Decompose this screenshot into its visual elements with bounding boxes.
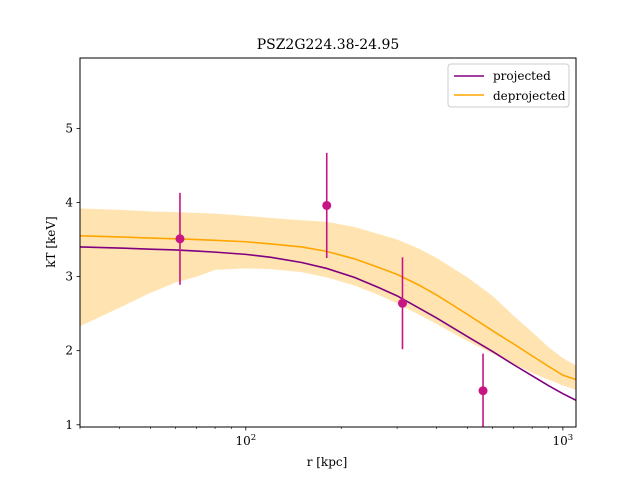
- points-layer: [175, 152, 488, 427]
- chart-title: PSZ2G224.38-24.95: [257, 37, 400, 53]
- deprojected-uncertainty-band: [80, 208, 576, 390]
- y-tick-label: 1: [65, 418, 73, 432]
- y-tick-label: 5: [65, 121, 73, 135]
- legend-entry-deprojected: deprojected: [493, 89, 566, 103]
- data-point: [397, 298, 407, 308]
- y-tick-label: 4: [65, 195, 73, 209]
- x-axis-label: r [kpc]: [307, 455, 348, 469]
- data-point: [322, 200, 332, 210]
- y-axis-label: kT [keV]: [44, 216, 58, 268]
- x-tick-label: 103: [553, 433, 574, 448]
- y-tick-label: 2: [65, 344, 73, 358]
- band-layer: [80, 208, 576, 390]
- axes-layer: 1 2 3 4 5 102 103: [65, 57, 577, 448]
- data-point: [175, 234, 185, 244]
- series-line-deprojected: [80, 235, 576, 381]
- series-line-projected: [80, 246, 576, 402]
- data-point: [478, 386, 488, 396]
- legend-box: [447, 63, 570, 108]
- x-tick-label: 102: [235, 433, 256, 448]
- plot-frame: [79, 57, 577, 428]
- lines-layer: [80, 235, 576, 402]
- legend: projected deprojected: [447, 63, 570, 108]
- y-tick-label: 3: [65, 270, 73, 284]
- legend-entry-projected: projected: [493, 69, 551, 83]
